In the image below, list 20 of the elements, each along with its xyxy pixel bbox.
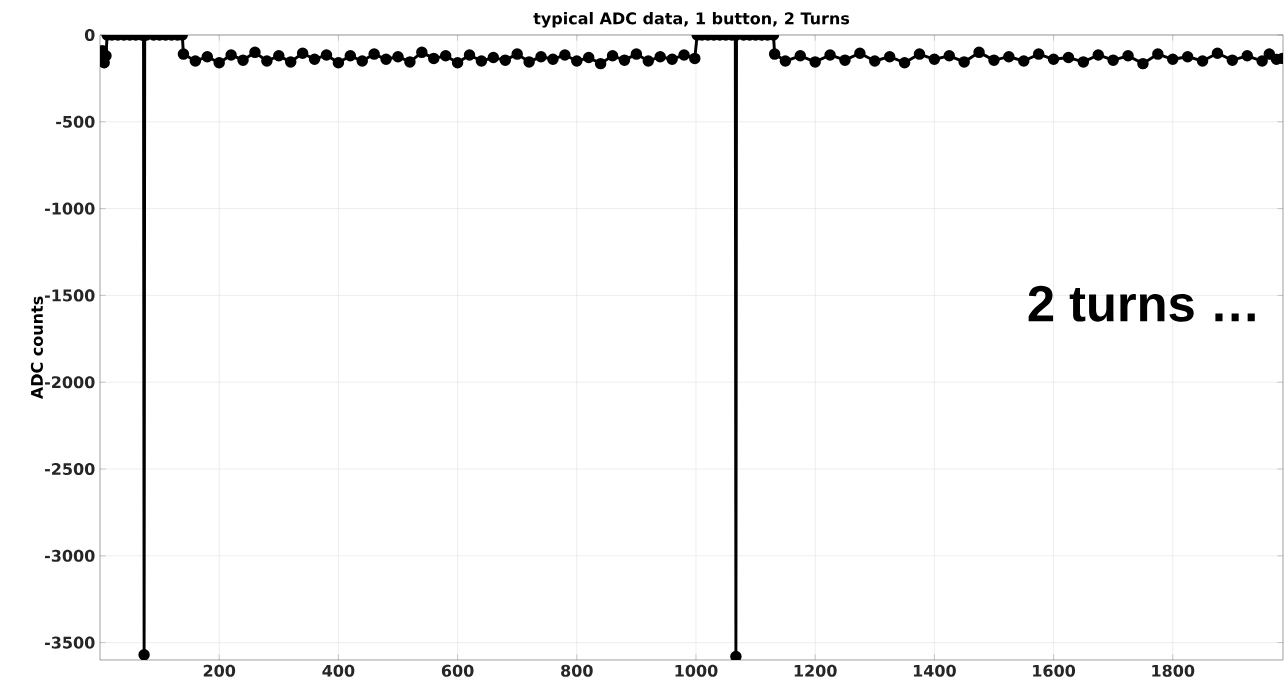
y-tick-label: -2000 [44, 376, 95, 389]
y-tick-label: 0 [84, 28, 95, 42]
y-tick-label: -500 [56, 115, 95, 128]
x-tick-label: 600 [441, 664, 474, 677]
y-axis-title: ADC counts [30, 296, 43, 400]
x-tick-label: 800 [561, 664, 593, 677]
chart-title: typical ADC data, 1 button, 2 Turns [533, 12, 850, 28]
y-tick-label: -3000 [44, 549, 95, 562]
y-tick-label: -1500 [44, 289, 95, 302]
x-tick-label: 1200 [794, 664, 837, 677]
y-tick-label: -1000 [44, 202, 95, 215]
x-tick-label: 1400 [913, 664, 956, 677]
y-tick-label: -2500 [44, 462, 95, 476]
x-tick-label: 200 [203, 664, 236, 677]
y-tick-label: -3500 [44, 636, 95, 649]
x-tick-label: 1600 [1033, 664, 1076, 677]
x-tick-label: 1800 [1152, 664, 1195, 677]
annotation: 2 turns … [1028, 285, 1255, 322]
x-tick-label: 1000 [675, 664, 718, 677]
x-tick-label: 400 [322, 664, 355, 677]
